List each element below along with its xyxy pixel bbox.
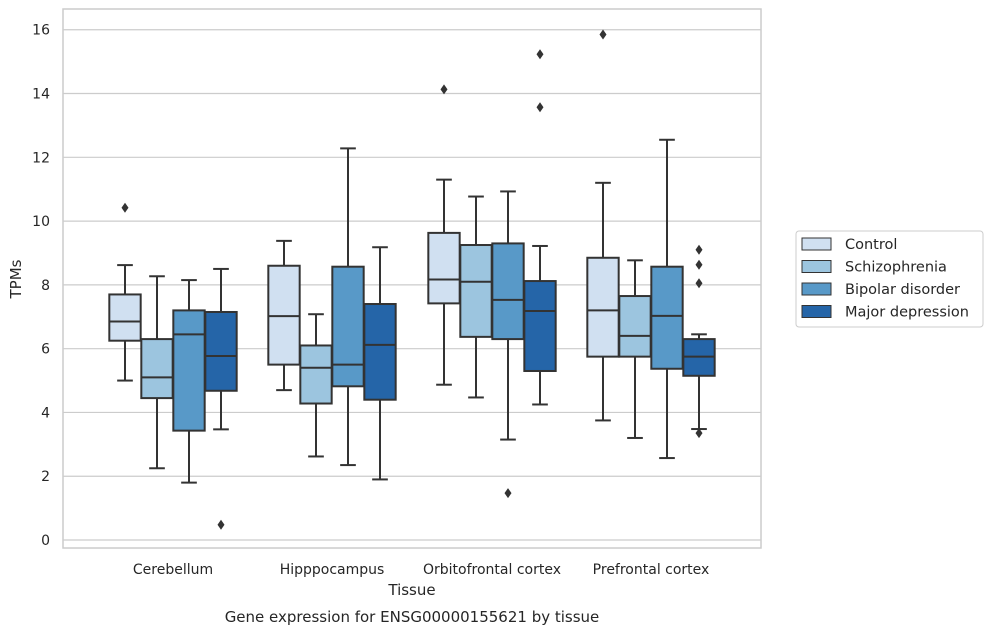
box-3-2 xyxy=(523,49,557,406)
box-3-0 xyxy=(204,267,238,530)
outlier-point xyxy=(695,259,703,270)
outlier-point xyxy=(440,84,448,95)
x-tick-label: Hipppocampus xyxy=(280,562,385,578)
y-tick-label: 10 xyxy=(32,214,50,230)
box-0-0 xyxy=(108,202,142,382)
x-axis-label: Tissue xyxy=(387,581,435,599)
figure-caption: Gene expression for ENSG00000155621 by t… xyxy=(225,608,600,626)
iqr-box xyxy=(427,231,461,305)
outlier-point xyxy=(695,428,703,439)
outlier-point xyxy=(121,202,129,213)
iqr-box xyxy=(331,265,365,388)
iqr-box xyxy=(172,309,206,432)
box-1-2 xyxy=(459,195,493,399)
y-tick-label: 16 xyxy=(32,23,50,39)
box-0-3 xyxy=(586,29,620,422)
y-tick-label: 2 xyxy=(41,469,50,485)
iqr-box xyxy=(299,344,333,405)
box-1-3 xyxy=(618,259,652,439)
outlier-point xyxy=(504,488,512,499)
y-tick-label: 12 xyxy=(32,150,50,166)
y-tick-label: 6 xyxy=(41,342,50,358)
iqr-box xyxy=(618,295,652,358)
x-tick-label: Cerebellum xyxy=(133,562,213,578)
outlier-point xyxy=(217,519,225,530)
y-axis-label: TPMs xyxy=(7,259,25,299)
y-tick-label: 0 xyxy=(41,533,50,549)
outlier-point xyxy=(536,102,544,113)
outlier-point xyxy=(536,49,544,60)
legend-swatch xyxy=(801,305,832,318)
legend-label: Schizophrenia xyxy=(845,260,947,276)
legend: Control Schizophrenia Bipolar disorder Majo… xyxy=(795,230,984,328)
y-tick-label: 14 xyxy=(32,87,50,103)
legend-swatch xyxy=(801,282,832,296)
iqr-box xyxy=(523,280,557,372)
outlier-point xyxy=(695,244,703,255)
iqr-box xyxy=(459,244,493,338)
legend-label: Major depression xyxy=(845,305,969,321)
box-2-0 xyxy=(172,279,206,484)
legend-label: Bipolar disorder xyxy=(845,282,960,298)
axes: 0 2 4 6 8 10 12 14 16 Cerebellum Hipppocampus Orbit… xyxy=(32,23,709,578)
iqr-box xyxy=(586,256,620,358)
legend-swatch xyxy=(801,260,832,273)
outlier-point xyxy=(695,278,703,289)
iqr-box xyxy=(491,242,525,341)
iqr-box xyxy=(108,293,142,342)
plot-frame xyxy=(62,8,762,549)
x-tick-label: Orbitofrontal cortex xyxy=(423,562,561,578)
outlier-point xyxy=(599,29,607,40)
box-2-2 xyxy=(491,190,525,499)
y-tick-label: 4 xyxy=(41,405,50,421)
box-0-2 xyxy=(427,84,461,386)
iqr-box xyxy=(650,265,684,370)
y-tick-label: 8 xyxy=(41,278,50,294)
legend-label: Control xyxy=(845,237,897,253)
legend-frame xyxy=(795,230,984,328)
iqr-box xyxy=(363,303,397,401)
x-tick-label: Prefrontal cortex xyxy=(593,562,710,578)
box-3-1 xyxy=(363,246,397,481)
iqr-box xyxy=(204,310,238,392)
legend-swatch xyxy=(801,237,832,251)
plot-area xyxy=(108,29,716,530)
box-0-1 xyxy=(267,239,301,392)
box-1-0 xyxy=(140,275,174,470)
box-2-3 xyxy=(650,138,684,460)
box-3-3 xyxy=(682,244,716,439)
iqr-box xyxy=(140,338,174,400)
